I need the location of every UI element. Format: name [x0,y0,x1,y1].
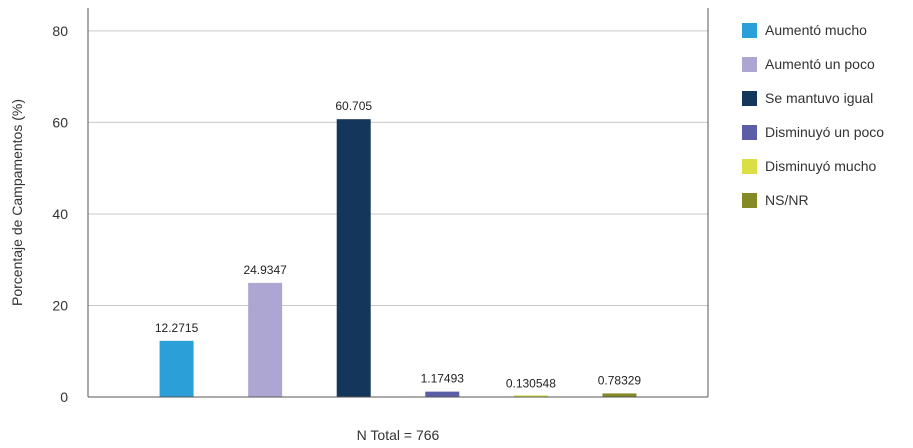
bar-data-label: 12.2715 [155,321,199,335]
y-axis-title: Porcentaje de Campamentos (%) [9,99,25,306]
legend-swatch [742,192,757,208]
bar-data-label: 24.9347 [243,263,287,277]
legend: Aumentó mucho Aumentó un poco Se mantuvo i… [742,20,884,224]
bar [602,393,637,397]
legend-swatch [742,56,757,72]
legend-swatch [742,158,757,174]
legend-item: Aumentó mucho [742,20,884,40]
y-tick-labels: 0 20 40 60 80 [52,23,68,405]
bar [336,119,371,397]
legend-item: Disminuyó mucho [742,156,884,176]
legend-swatch [742,90,757,106]
bar [248,282,283,397]
gridlines [88,30,708,306]
bar [513,395,548,397]
legend-swatch [742,124,757,140]
bar [159,340,194,397]
y-tick-label: 40 [52,206,68,222]
legend-item: Disminuyó un poco [742,122,884,142]
legend-label: Se mantuvo igual [765,90,874,106]
bar-data-label: 1.17493 [421,372,465,386]
legend-label: NS/NR [765,192,809,208]
x-axis-title: N Total = 766 [357,427,440,443]
legend-label: Disminuyó mucho [765,158,877,174]
legend-item: Se mantuvo igual [742,88,884,108]
y-tick-label: 0 [60,389,68,405]
bars [159,119,637,397]
bar [425,391,460,397]
y-tick-label: 60 [52,114,68,130]
legend-swatch [742,22,757,38]
legend-label: Aumentó mucho [765,22,867,38]
bar-data-label: 0.130548 [506,376,556,390]
bar-data-label: 60.705 [335,99,372,113]
legend-item: NS/NR [742,190,884,210]
legend-label: Disminuyó un poco [765,124,885,140]
y-tick-label: 80 [52,23,68,39]
bar-data-label: 0.78329 [598,373,642,387]
y-tick-label: 20 [52,297,68,313]
data-labels: 12.2715 24.9347 60.705 1.17493 0.130548 0.783… [155,99,642,390]
legend-item: Aumentó un poco [742,54,884,74]
legend-label: Aumentó un poco [765,56,875,72]
